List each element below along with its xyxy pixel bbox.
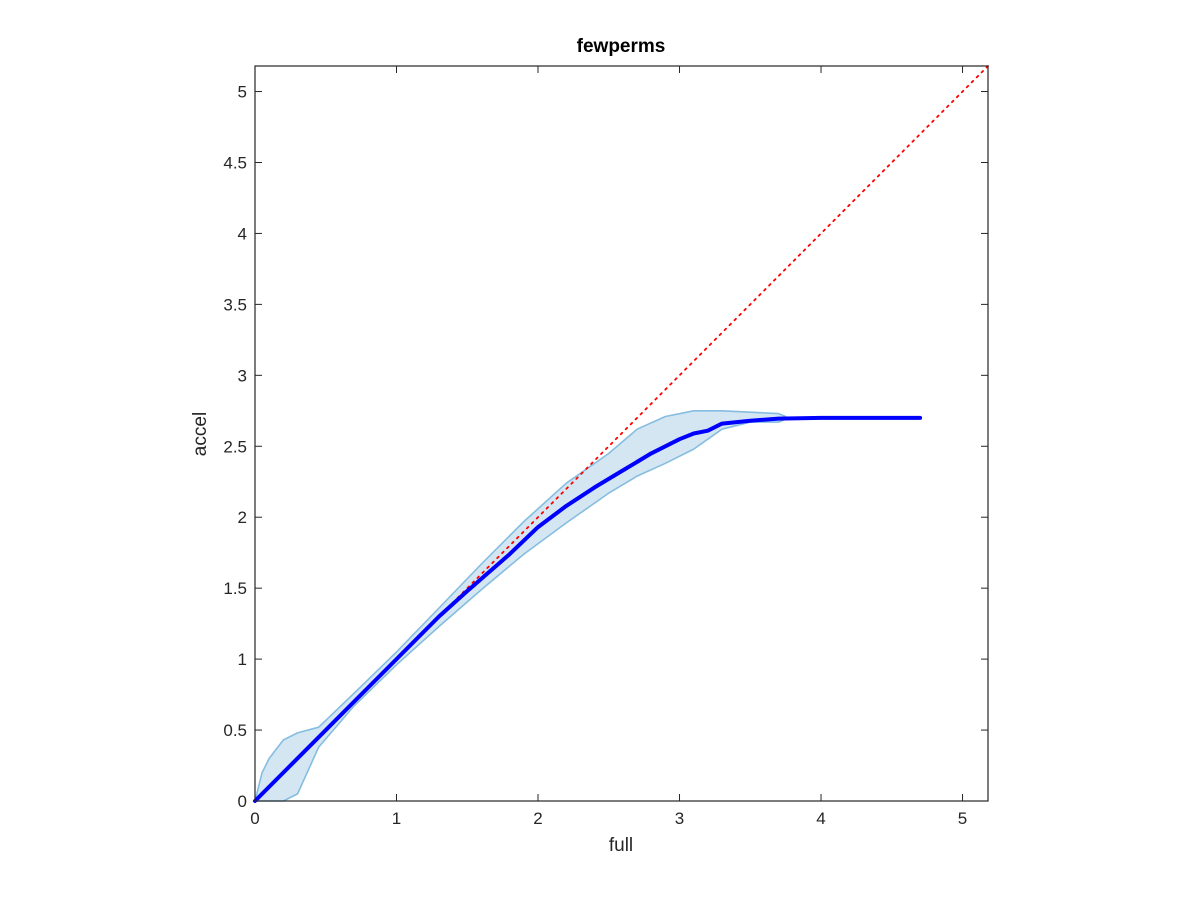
mean-line [253,415,923,803]
y-axis-label: accel [190,412,211,456]
chart-title: fewperms [577,36,666,57]
y-tick-label: 1.5 [223,579,247,598]
y-tick-label: 4.5 [223,153,247,172]
x-tick-label: 4 [816,809,825,828]
x-tick-label: 3 [675,809,684,828]
y-tick-label: 3.5 [223,295,247,314]
x-axis: 0 1 2 3 4 5 [250,66,967,828]
x-tick-label: 2 [533,809,542,828]
mean-line-layer [253,415,923,803]
y-axis: 0 0.5 1 1.5 2 2.5 3 3.5 4 4.5 5 [223,83,988,811]
x-tick-label: 5 [958,809,967,828]
x-axis-label: full [609,835,633,856]
y-tick-label: 2.5 [223,437,247,456]
y-tick-label: 2 [238,508,247,527]
y-tick-label: 0.5 [223,721,247,740]
reference-line-layer [254,65,989,802]
plot-frame [254,65,989,802]
x-tick-label: 1 [392,809,401,828]
y-tick-label: 3 [238,366,247,385]
reference-line [254,65,989,802]
y-tick-label: 0 [238,792,247,811]
y-tick-label: 5 [238,83,247,102]
x-tick-label: 0 [250,809,259,828]
y-tick-label: 1 [238,650,247,669]
y-tick-label: 4 [238,224,247,243]
